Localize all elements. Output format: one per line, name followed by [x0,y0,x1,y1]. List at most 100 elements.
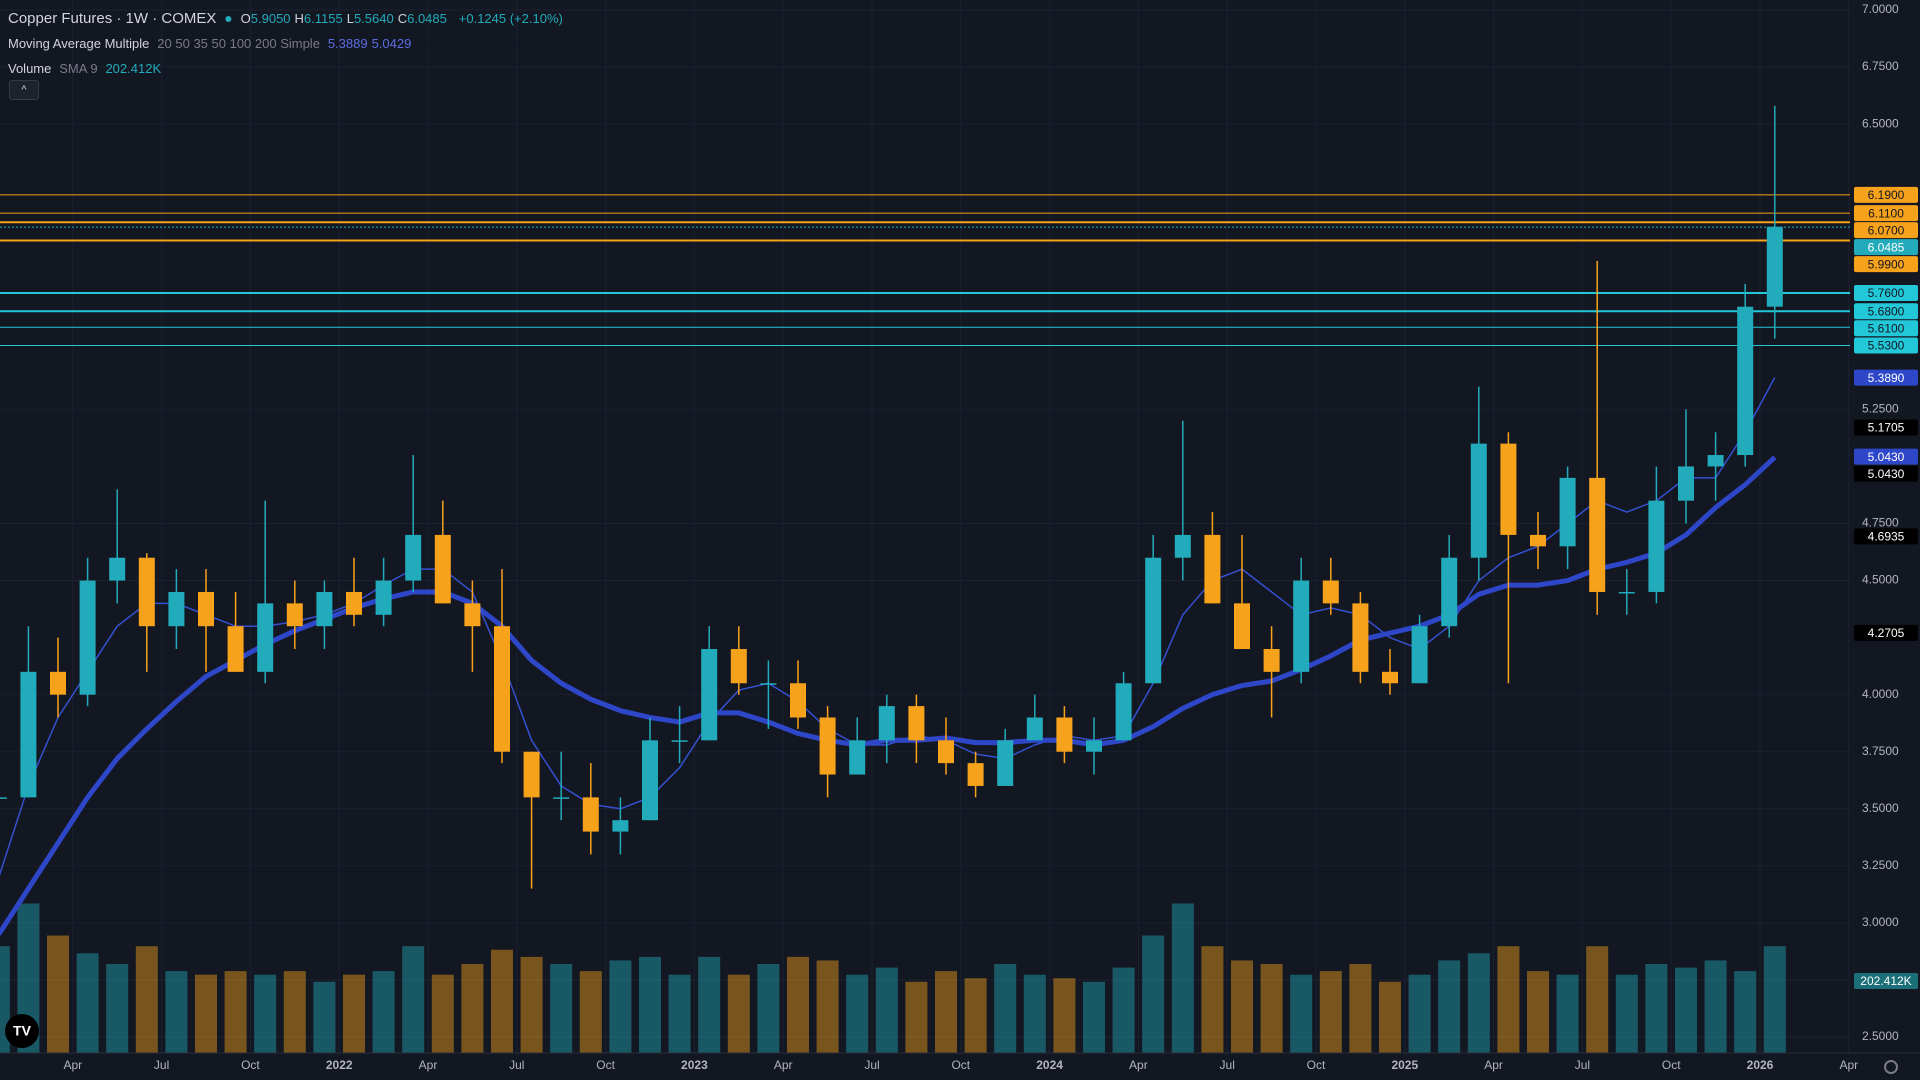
volume-bar [935,971,957,1053]
x-tick-label: Apr [1484,1058,1503,1072]
ohlc-value: 6.1155 [303,11,343,26]
volume-bar [1675,967,1697,1053]
candle-body [346,591,362,615]
candle-body [790,683,806,718]
symbol-title[interactable]: Copper Futures · 1W · COMEX [8,10,217,27]
x-tick-label: 2023 [681,1058,708,1072]
candle-body [1382,671,1398,684]
ma-name[interactable]: Moving Average Multiple [8,36,150,51]
price-badge-label: 6.1100 [1868,206,1904,220]
candle-body [1234,603,1250,650]
candle-body [1115,683,1132,741]
candle-body [967,763,984,786]
volume-name[interactable]: Volume [8,61,52,76]
x-tick-label: Apr [419,1058,438,1072]
ohlc-value: 5.9050 [250,11,291,26]
status-dot: ● [224,10,233,26]
candle-body [405,534,422,581]
x-tick-label: Oct [951,1058,970,1072]
ma-value: 5.0429 [459,36,499,51]
candle-body [434,534,451,604]
price-badge-label: 5.5300 [1868,339,1905,353]
candle-body [464,603,481,627]
volume-bar [1290,974,1313,1053]
price-badge-label: 5.3890 [1868,371,1905,385]
candle-body [1026,717,1043,741]
price-badge-label: 5.0430 [1868,450,1905,464]
candle-body [257,603,274,672]
settings-icon[interactable] [1884,1060,1898,1074]
candle-body [1293,580,1310,672]
volume-bar [1201,946,1224,1053]
volume-bar [195,974,217,1053]
volume-bar [76,953,99,1053]
volume-bar [1467,953,1490,1053]
price-badge-label: 5.6800 [1868,304,1905,318]
volume-bar [106,964,129,1053]
volume-bar [431,974,454,1053]
x-tick-label: Apr [1839,1058,1858,1072]
price-badge [1854,256,1918,273]
volume-badge [1854,972,1918,989]
candle-body [908,706,925,741]
candle-body [1559,477,1576,547]
volume-bar [402,946,425,1053]
x-tick-label: Apr [774,1058,793,1072]
volume-bar [1734,971,1757,1053]
volume-bars [0,903,1786,1053]
candle-body [79,580,96,695]
x-tick-label: 2024 [1036,1058,1063,1072]
volume-bar [1586,946,1609,1053]
volume-bar [698,956,721,1053]
candle-body [1766,226,1783,307]
collapse-legend[interactable]: ^ [9,80,39,100]
candle-body [1204,534,1221,604]
candle-body [286,603,303,627]
price-badge-label: 4.2705 [1868,626,1905,640]
levels [0,194,1850,346]
logo[interactable] [5,1014,39,1048]
price-badge [1854,465,1918,482]
candle-body [1263,649,1280,672]
candle-body [138,557,155,627]
volume-bar [727,974,750,1053]
y-tick-label: 3.5000 [1862,801,1899,815]
candle-body [760,683,777,685]
volume-bar [668,974,691,1053]
volume-bar [165,971,188,1053]
price-badge [1854,205,1918,222]
volume-bar [846,974,869,1053]
volume-bar [1083,981,1105,1053]
x-tick-label: Oct [1662,1058,1681,1072]
volume-bar [1319,971,1342,1053]
y-tick-label: 6.7500 [1862,59,1899,73]
price-badge [1854,337,1918,354]
x-tick-label: 2025 [1391,1058,1418,1072]
candle-body [642,740,658,821]
candle-body [375,580,392,615]
candle-body [1352,603,1369,672]
candle-body [997,740,1014,786]
candle-body [1441,557,1458,627]
y-tick-label: 4.7500 [1862,516,1899,530]
candle-body [1618,591,1635,594]
ohlc-key: H [294,11,304,26]
x-tick-label: Jul [864,1058,879,1072]
x-tick-label: Jul [1220,1058,1235,1072]
volume-bar [1704,960,1727,1053]
volume-bar [1112,967,1135,1053]
price-badge-label: 6.0700 [1868,223,1905,237]
ma-settings: 20 50 35 50 100 200 Simple [157,36,320,51]
price-badge-label: 5.9900 [1868,257,1905,271]
legend-row: Copper Futures · 1W · COMEX ● O5.9050 H6.… [8,6,594,31]
volume-bar [579,971,602,1053]
candle-body [1500,443,1517,535]
candle-body [1056,717,1073,752]
axes: 2.50002.75003.00003.25003.50003.75004.00… [63,2,1918,1072]
ohlc-value: 5.5640 [353,11,394,26]
price-badge [1854,186,1918,203]
price-badge [1854,448,1918,465]
volume-bar [224,971,247,1053]
candle-body [671,740,688,742]
